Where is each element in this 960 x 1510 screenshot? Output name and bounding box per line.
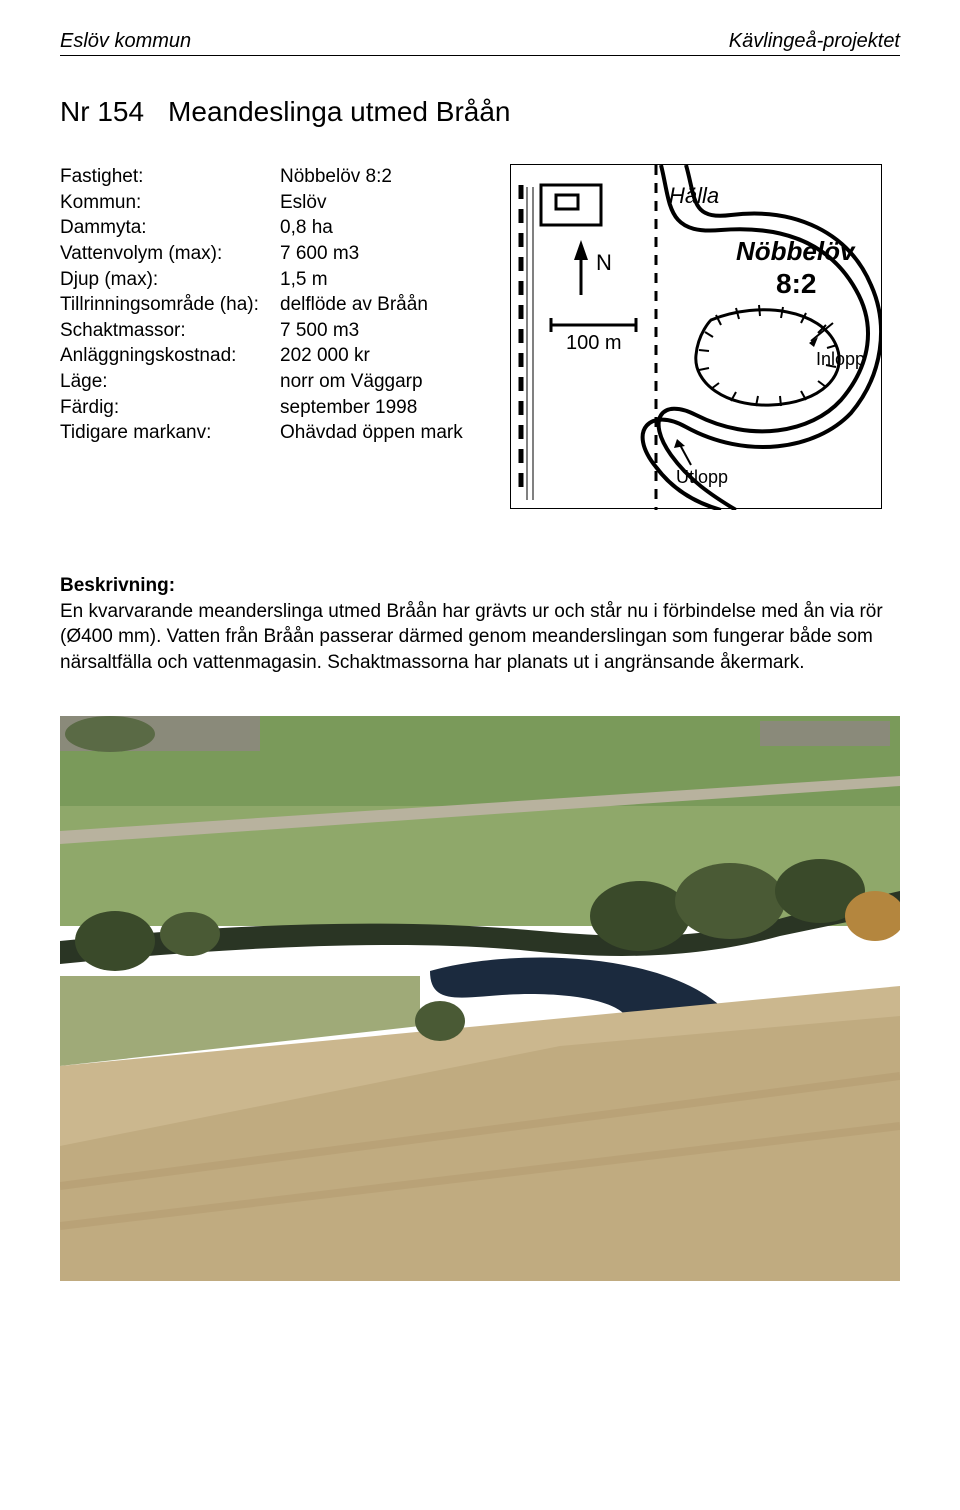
map-lot-label: 8:2 [776,268,816,299]
prop-value: september 1998 [280,395,480,421]
title-main: Meandeslinga utmed Bråån [168,96,510,128]
prop-row: Anläggningskostnad:202 000 kr [60,343,480,369]
prop-value: Eslöv [280,190,480,216]
map-scale-label: 100 m [566,332,622,354]
prop-label: Fastighet: [60,164,280,190]
prop-row: Djup (max):1,5 m [60,267,480,293]
map-nobblelov-label: Nöbbelöv [736,236,856,266]
map-inlopp-label: Inlopp [816,349,865,369]
prop-value: 7 600 m3 [280,241,480,267]
document-page: Eslöv kommun Kävlingeå-projektet Nr 154 … [0,0,960,1510]
prop-value: 1,5 m [280,267,480,293]
map-north-label: N [596,250,612,275]
description-text: En kvarvarande meanderslinga utmed Bråån… [60,601,883,673]
prop-row: Dammyta:0,8 ha [60,215,480,241]
photo-svg [60,716,900,1281]
aerial-photo [60,716,900,1281]
content-row: Fastighet:Nöbbelöv 8:2 Kommun:Eslöv Damm… [60,164,900,509]
prop-value: delflöde av Bråån [280,292,480,318]
prop-label: Anläggningskostnad: [60,343,280,369]
prop-value: norr om Väggarp [280,369,480,395]
map-svg: N 100 m [511,165,881,510]
prop-row: Schaktmassor:7 500 m3 [60,318,480,344]
prop-row: Tidigare markanv:Ohävdad öppen mark [60,420,480,446]
site-map-diagram: N 100 m [510,164,882,509]
prop-label: Schaktmassor: [60,318,280,344]
property-list: Fastighet:Nöbbelöv 8:2 Kommun:Eslöv Damm… [60,164,480,446]
prop-label: Djup (max): [60,267,280,293]
prop-label: Läge: [60,369,280,395]
prop-value: 7 500 m3 [280,318,480,344]
prop-row: Läge:norr om Väggarp [60,369,480,395]
prop-row: Vattenvolym (max):7 600 m3 [60,241,480,267]
title-row: Nr 154 Meandeslinga utmed Bråån [60,96,900,128]
description-heading: Beskrivning: [60,575,175,596]
header-left: Eslöv kommun [60,30,191,53]
prop-value: 202 000 kr [280,343,480,369]
prop-label: Tillrinningsområde (ha): [60,292,280,318]
map-utlopp-label: Utlopp [676,467,728,487]
prop-value: Ohävdad öppen mark [280,420,480,446]
prop-label: Tidigare markanv: [60,420,280,446]
prop-row: Tillrinningsområde (ha):delflöde av Bråå… [60,292,480,318]
prop-label: Kommun: [60,190,280,216]
header-right: Kävlingeå-projektet [729,30,900,53]
prop-label: Dammyta: [60,215,280,241]
map-halla-label: Hälla [669,183,719,208]
description-block: Beskrivning: En kvarvarande meandersling… [60,573,900,676]
prop-row: Fastighet:Nöbbelöv 8:2 [60,164,480,190]
prop-value: Nöbbelöv 8:2 [280,164,480,190]
prop-row: Färdig:september 1998 [60,395,480,421]
prop-label: Färdig: [60,395,280,421]
prop-label: Vattenvolym (max): [60,241,280,267]
prop-row: Kommun:Eslöv [60,190,480,216]
page-header: Eslöv kommun Kävlingeå-projektet [60,30,900,56]
title-number: Nr 154 [60,96,144,128]
prop-value: 0,8 ha [280,215,480,241]
